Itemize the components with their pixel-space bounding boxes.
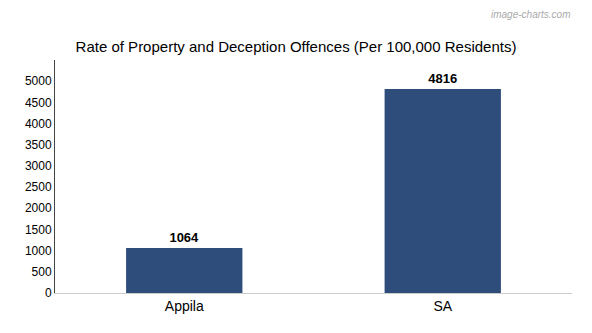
svg-text:Rate of Property and Deception: Rate of Property and Deception Offences … bbox=[76, 38, 517, 55]
svg-text:1000: 1000 bbox=[25, 244, 52, 258]
svg-text:0: 0 bbox=[45, 286, 52, 300]
svg-text:Appila: Appila bbox=[165, 298, 204, 314]
svg-text:500: 500 bbox=[32, 265, 52, 279]
svg-text:3500: 3500 bbox=[25, 138, 52, 152]
svg-text:5000: 5000 bbox=[25, 74, 52, 88]
svg-text:1064: 1064 bbox=[169, 230, 199, 245]
svg-text:image-charts.com: image-charts.com bbox=[491, 9, 570, 20]
svg-text:3000: 3000 bbox=[25, 159, 52, 173]
svg-text:4816: 4816 bbox=[428, 71, 457, 86]
svg-text:SA: SA bbox=[433, 298, 452, 314]
svg-text:2000: 2000 bbox=[25, 201, 52, 215]
svg-text:1500: 1500 bbox=[25, 223, 52, 237]
svg-text:4000: 4000 bbox=[25, 117, 52, 131]
svg-text:2500: 2500 bbox=[25, 180, 52, 194]
svg-text:4500: 4500 bbox=[25, 96, 52, 110]
